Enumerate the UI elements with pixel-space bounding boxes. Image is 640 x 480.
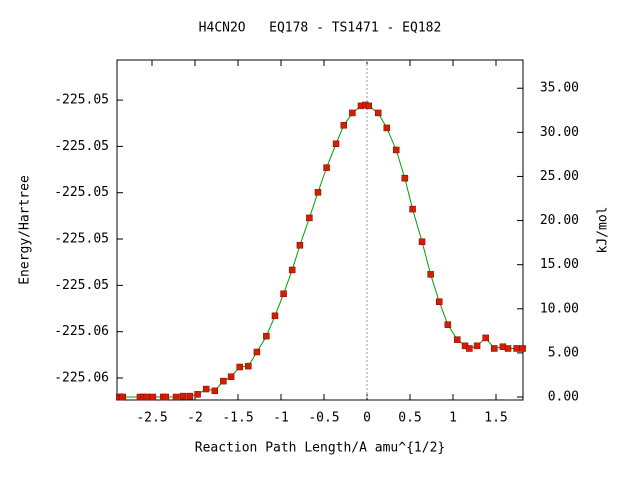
point [280, 290, 287, 298]
point [306, 214, 313, 222]
point [263, 332, 270, 340]
point [374, 109, 382, 117]
y-tick-label: -225.05 [54, 185, 109, 200]
chart-title: H4CN2O EQ178 - TS1471 - EQ182 [199, 21, 442, 36]
point [202, 385, 210, 393]
point [349, 109, 356, 117]
point [220, 377, 227, 385]
point [149, 393, 157, 401]
y2-tick-label: 25.00 [540, 169, 579, 184]
x-tick-label: -0.5 [308, 411, 339, 426]
point [444, 321, 452, 328]
y-axis-label: Energy/Hartree [18, 175, 33, 285]
point [179, 392, 187, 400]
point [119, 393, 127, 401]
point [383, 124, 391, 132]
point [435, 298, 443, 305]
y2-tick-label: 15.00 [540, 257, 579, 272]
y2-tick-label: 10.00 [540, 301, 579, 316]
point [513, 345, 520, 352]
point [245, 362, 252, 370]
y-tick-label: -225.06 [54, 370, 109, 385]
y-tick-label: -225.05 [54, 278, 109, 293]
point [143, 393, 151, 401]
y2-tick-label: 0.00 [548, 390, 579, 405]
point [296, 242, 304, 249]
point [454, 336, 461, 343]
point [194, 391, 201, 398]
plot-frame [116, 59, 524, 401]
y-tick-label: -225.06 [54, 324, 109, 339]
point [186, 392, 194, 400]
point [409, 205, 416, 213]
x-tick-label: 1.5 [484, 411, 507, 426]
y2-axis-label: kJ/mol [596, 207, 611, 254]
point [323, 164, 330, 171]
x-tick-label: -2 [187, 411, 203, 426]
point [332, 140, 340, 148]
point [288, 266, 296, 274]
point [253, 348, 261, 356]
point [162, 393, 170, 401]
point [271, 312, 279, 320]
point [340, 122, 348, 129]
point [482, 334, 489, 342]
x-axis-label: Reaction Path Length/A amu^{1/2} [195, 441, 445, 456]
point [365, 102, 372, 110]
x-tick-label: 1 [449, 411, 457, 426]
point [473, 342, 481, 350]
point [519, 345, 526, 352]
x-tick-label: 0.5 [398, 411, 421, 426]
point [427, 271, 434, 278]
y-tick-label: -225.05 [54, 232, 109, 247]
point [236, 363, 243, 371]
point [418, 238, 426, 245]
y-tick-label: -225.05 [54, 93, 109, 108]
y2-tick-label: 5.00 [548, 345, 579, 360]
point [466, 345, 473, 352]
y2-tick-label: 35.00 [540, 81, 579, 96]
point [314, 189, 322, 196]
point [392, 146, 400, 154]
point [504, 345, 512, 352]
y2-tick-label: 30.00 [540, 125, 579, 140]
point [491, 345, 498, 352]
y2-tick-label: 20.00 [540, 213, 579, 228]
x-tick-label: -2.5 [136, 411, 167, 426]
point [401, 174, 409, 182]
line [119, 104, 523, 398]
point [172, 393, 180, 401]
point [211, 387, 219, 395]
x-tick-label: -1.5 [222, 411, 253, 426]
y-tick-label: -225.05 [54, 139, 109, 154]
x-tick-label: 0 [363, 411, 371, 426]
x-tick-label: -1 [273, 411, 289, 426]
point [227, 373, 235, 380]
